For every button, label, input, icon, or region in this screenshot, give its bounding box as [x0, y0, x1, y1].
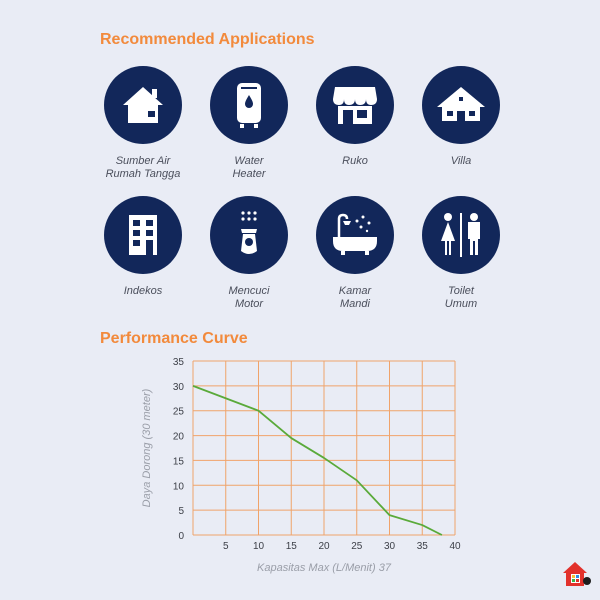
performance-title: Performance Curve [100, 330, 248, 347]
y-tick-label: 30 [173, 382, 185, 393]
x-tick-label: 10 [253, 541, 265, 552]
bathtub-icon [316, 196, 394, 274]
app-label: Indekos [123, 285, 163, 297]
app-indekos: Indekos [88, 196, 198, 298]
app-label: Water Heater [232, 155, 266, 180]
app-label: Sumber Air Rumah Tangga [105, 155, 181, 180]
y-tick-label: 15 [173, 456, 185, 467]
y-axis-title: Daya Dorong (30 meter) [141, 388, 153, 507]
x-tick-label: 35 [417, 541, 429, 552]
y-tick-label: 10 [173, 481, 185, 492]
x-tick-label: 5 [223, 541, 229, 552]
app-kamar-mandi: Kamar Mandi [300, 196, 410, 311]
x-tick-label: 20 [318, 541, 330, 552]
x-tick-label: 30 [384, 541, 396, 552]
applications-title: Recommended Applications [100, 31, 315, 48]
app-label: Villa [450, 155, 472, 167]
app-label: Toilet Umum [444, 285, 478, 310]
app-label: Kamar Mandi [338, 285, 372, 310]
villa-icon [422, 66, 500, 144]
x-axis-title: Kapasitas Max (L/Menit) 37 [257, 562, 392, 574]
restroom-icon [422, 196, 500, 274]
building-icon [104, 196, 182, 274]
app-label: Mencuci Motor [228, 285, 270, 310]
water-heater-icon [210, 66, 288, 144]
app-sumber-air: Sumber Air Rumah Tangga [88, 66, 198, 181]
app-label: Ruko [342, 155, 368, 167]
x-tick-label: 25 [351, 541, 363, 552]
app-villa: Villa [406, 66, 516, 168]
app-water-heater: Water Heater [194, 66, 304, 181]
y-tick-label: 20 [173, 432, 185, 443]
house-icon [104, 66, 182, 144]
x-tick-label: 15 [286, 541, 298, 552]
app-mencuci-motor: Mencuci Motor [194, 196, 304, 311]
x-tick-label: 40 [449, 541, 461, 552]
brand-logo-icon [563, 562, 591, 586]
y-tick-label: 25 [173, 407, 185, 418]
app-toilet-umum: Toilet Umum [406, 196, 516, 311]
brand-logo [560, 559, 592, 594]
app-ruko: Ruko [300, 66, 410, 168]
y-tick-label: 35 [173, 357, 185, 368]
scooter-wash-icon [210, 196, 288, 274]
shop-icon [316, 66, 394, 144]
performance-curve-line [192, 385, 443, 536]
y-tick-label: 5 [178, 506, 184, 517]
y-tick-label: 0 [178, 531, 184, 542]
